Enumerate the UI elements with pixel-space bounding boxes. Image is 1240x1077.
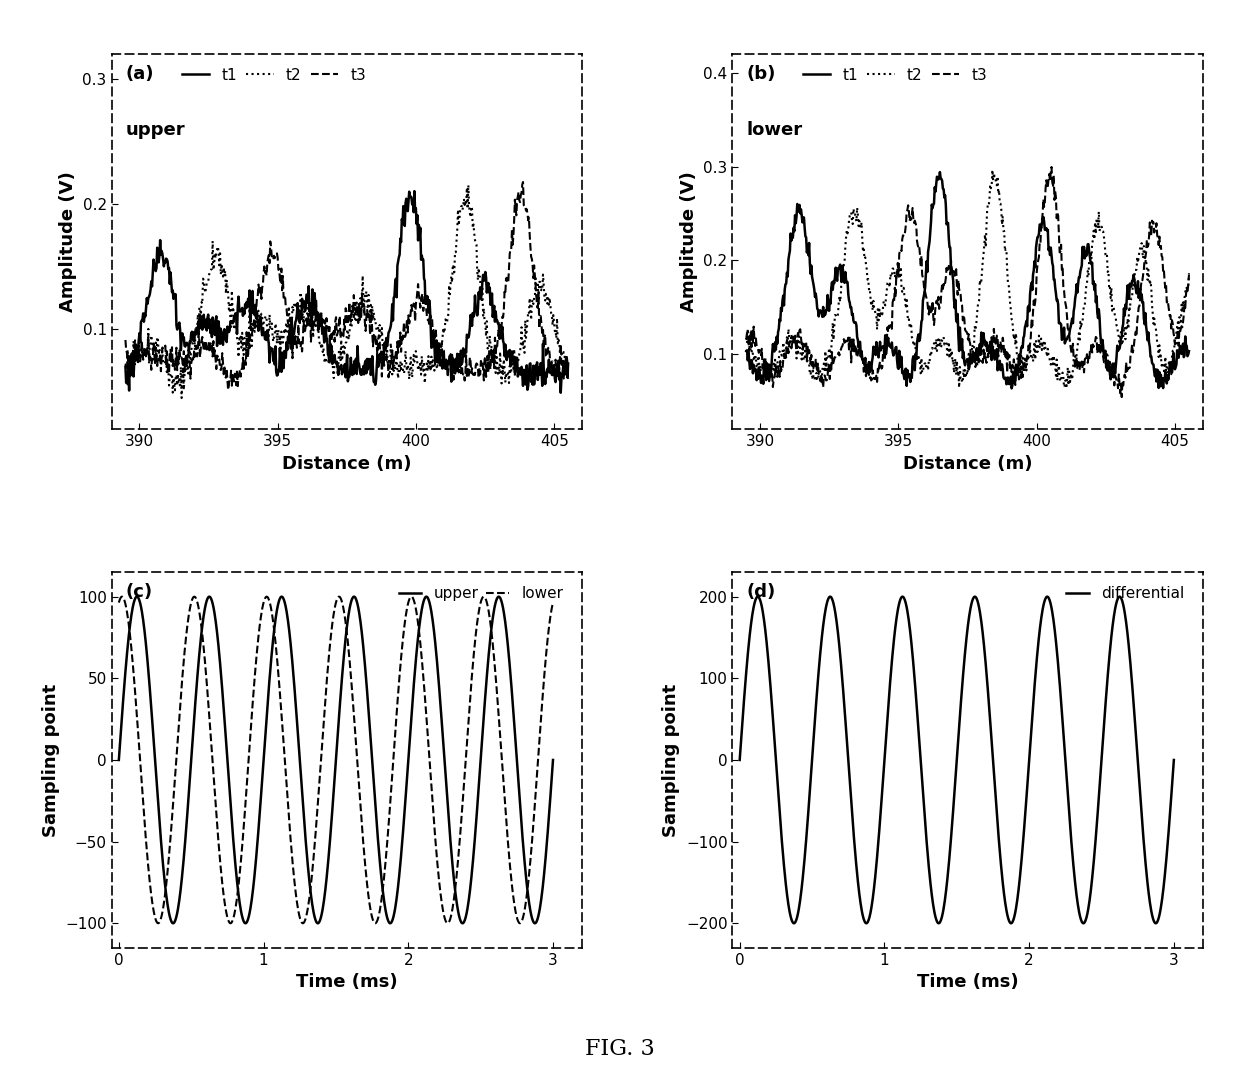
X-axis label: Distance (m): Distance (m) <box>903 454 1033 473</box>
Legend: t1, t2, t3: t1, t2, t3 <box>796 61 993 88</box>
Y-axis label: Amplitude (V): Amplitude (V) <box>60 171 77 312</box>
Legend: differential: differential <box>1060 579 1190 607</box>
Legend: t1, t2, t3: t1, t2, t3 <box>176 61 372 88</box>
Text: lower: lower <box>746 122 802 139</box>
Text: (b): (b) <box>746 65 776 83</box>
X-axis label: Distance (m): Distance (m) <box>281 454 412 473</box>
Text: (d): (d) <box>746 584 776 601</box>
Text: (a): (a) <box>125 65 154 83</box>
Y-axis label: Amplitude (V): Amplitude (V) <box>680 171 698 312</box>
Text: upper: upper <box>125 122 185 139</box>
Y-axis label: Sampling point: Sampling point <box>42 683 60 837</box>
X-axis label: Time (ms): Time (ms) <box>916 974 1018 991</box>
Y-axis label: Sampling point: Sampling point <box>662 683 681 837</box>
Text: (c): (c) <box>125 584 153 601</box>
Text: FIG. 3: FIG. 3 <box>585 1038 655 1061</box>
Legend: upper, lower: upper, lower <box>393 579 569 607</box>
X-axis label: Time (ms): Time (ms) <box>296 974 398 991</box>
